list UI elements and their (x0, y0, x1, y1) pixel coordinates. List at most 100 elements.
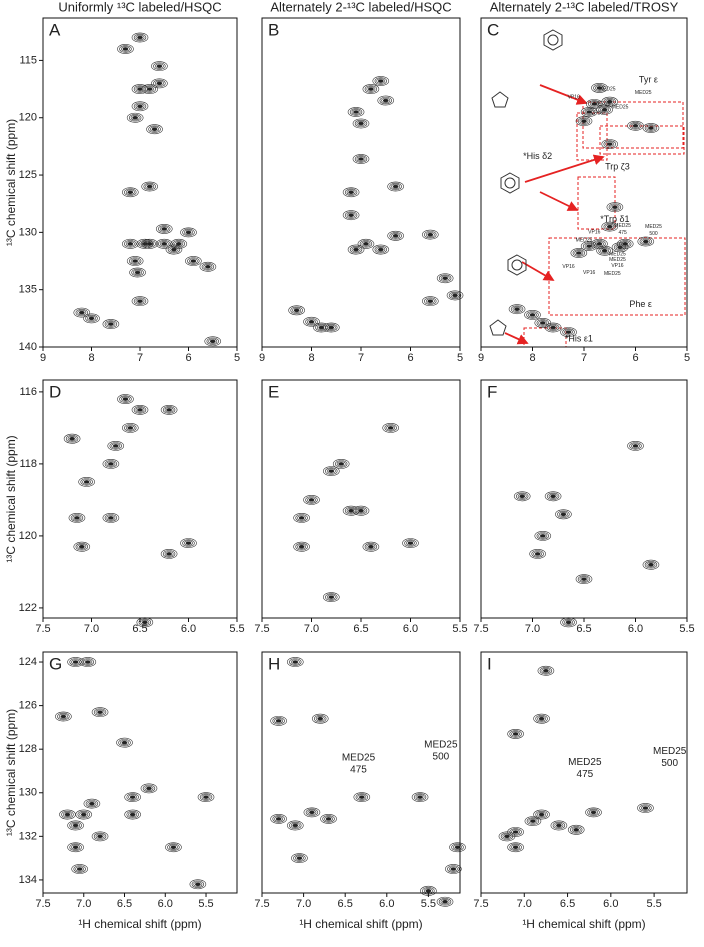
peak (508, 304, 526, 315)
y-axis-label: ¹³C chemical shift (ppm) (4, 435, 18, 562)
y-axis-label: ¹³C chemical shift (ppm) (4, 119, 18, 246)
contour-ring (596, 245, 613, 256)
contour-ring (358, 121, 364, 126)
x-tick-label: 7.5 (473, 898, 488, 910)
peak (560, 327, 577, 337)
contour-ring (151, 78, 168, 89)
contour-ring (512, 306, 522, 312)
contour-ring (642, 559, 660, 570)
contour-ring (117, 44, 134, 54)
contour-ring (596, 104, 613, 115)
contour-ring (555, 509, 572, 520)
peak (537, 665, 555, 676)
x-tick-label: 5 (457, 352, 463, 364)
contour-ring (131, 296, 149, 307)
contour-ring (364, 543, 378, 551)
contour-ring (562, 618, 575, 627)
contour-ring (368, 544, 374, 549)
peak (606, 202, 624, 213)
contour-ring (133, 269, 143, 276)
peak (189, 879, 207, 890)
contour-ring (326, 594, 336, 600)
contour-ring (322, 466, 340, 476)
x-tick-label: 5.5 (679, 623, 694, 635)
contour-ring (361, 241, 371, 247)
contour-ring (206, 337, 219, 345)
contour-ring (270, 715, 287, 726)
annotation: 500 (649, 231, 658, 237)
peak (286, 820, 304, 831)
contour-ring (166, 552, 172, 556)
contour-ring (160, 549, 178, 559)
column-title: Alternately 2-¹³C labeled/TROSY (490, 0, 679, 14)
contour-ring (384, 424, 397, 432)
contour-ring (129, 795, 136, 799)
x-axis-label: ¹H chemical shift (ppm) (522, 917, 645, 931)
contour-ring (548, 493, 558, 499)
contour-ring (358, 795, 365, 799)
contour-ring (436, 273, 454, 284)
contour-ring (342, 187, 360, 198)
contour-ring (67, 820, 84, 831)
contour-ring (355, 793, 369, 801)
panel: 9 8 7 6 5 C Alternately 2-¹³C labeled/TROSY Tyr… (478, 0, 690, 364)
contour-ring (579, 576, 589, 582)
contour-ring (69, 658, 82, 666)
contour-ring (60, 714, 67, 719)
contour-ring (359, 240, 373, 248)
contour-ring (135, 103, 145, 109)
contour-ring (293, 513, 310, 523)
contour-ring (77, 810, 90, 819)
contour-ring (546, 323, 560, 332)
contour-ring (93, 708, 107, 716)
contour-ring (612, 205, 618, 209)
contour-ring (536, 319, 549, 327)
contour-ring (382, 98, 389, 103)
contour-ring (93, 832, 107, 841)
contour-ring (391, 183, 401, 190)
contour-ring (560, 327, 577, 337)
contour-ring (142, 242, 148, 246)
contour-ring (427, 299, 434, 303)
peak (63, 433, 81, 444)
contour-ring (550, 820, 568, 831)
contour-ring (411, 792, 429, 803)
contour-ring (452, 293, 458, 298)
contour-ring (325, 467, 338, 475)
contour-ring (351, 246, 361, 253)
contour-ring (325, 323, 338, 332)
annotation: MED25 (609, 257, 626, 263)
contour-ring (641, 238, 651, 245)
contour-ring (335, 460, 348, 468)
y-axis-label: ¹³C chemical shift (ppm) (4, 709, 18, 836)
contour-ring (154, 80, 164, 87)
contour-ring (362, 84, 380, 94)
peak (534, 318, 552, 328)
contour-ring (158, 225, 171, 233)
contour-ring (436, 896, 454, 907)
contour-ring (155, 238, 173, 249)
contour-ring (589, 809, 598, 816)
contour-ring (79, 657, 97, 667)
peak (79, 657, 97, 667)
contour-ring (611, 242, 629, 253)
contour-ring (175, 242, 182, 246)
contour-ring (322, 322, 340, 333)
contour-ring (514, 307, 520, 311)
contour-ring (109, 442, 122, 450)
contour-ring (646, 125, 656, 131)
x-tick-label: 6.0 (379, 898, 394, 910)
contour-ring (379, 96, 392, 105)
contour-ring (594, 85, 604, 91)
contour-ring (125, 425, 135, 431)
x-tick-label: 6.5 (132, 623, 147, 635)
contour-ring (137, 299, 143, 303)
contour-ring (511, 844, 521, 850)
plot-frame (261, 379, 461, 619)
contour-ring (387, 181, 404, 192)
peak (303, 807, 321, 818)
peak (402, 538, 419, 549)
annotation: MED25 (635, 90, 652, 96)
contour-ring (603, 222, 616, 231)
contour-ring (450, 292, 460, 299)
